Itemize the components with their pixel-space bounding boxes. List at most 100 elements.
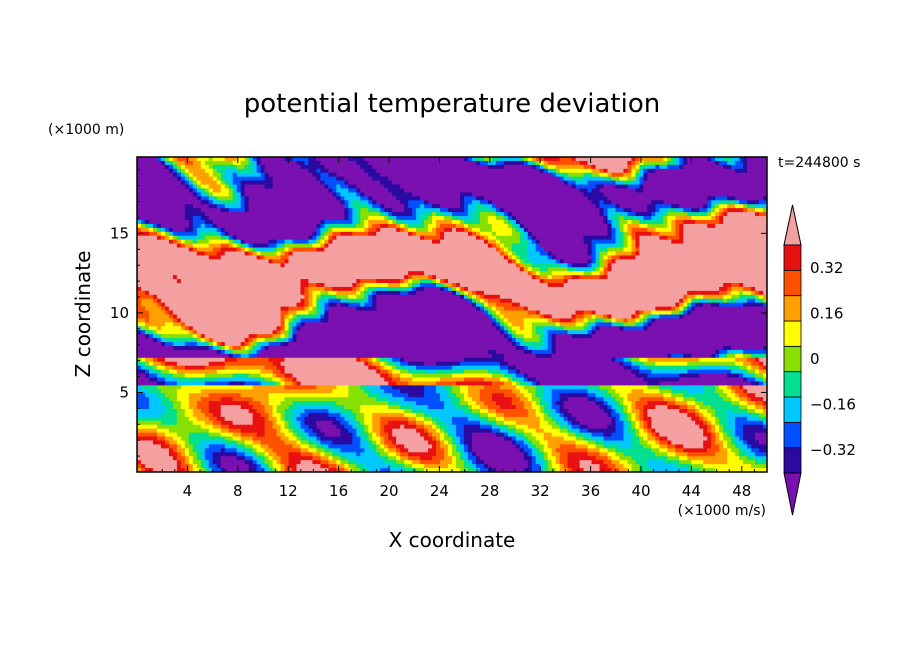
heatmap-cell xyxy=(563,255,569,260)
heatmap-cell xyxy=(555,200,561,205)
heatmap-cell xyxy=(547,216,553,221)
heatmap-cell xyxy=(703,267,708,272)
heatmap-cell xyxy=(607,275,613,280)
heatmap-cell xyxy=(671,164,676,170)
heatmap-cell xyxy=(755,275,760,280)
heatmap-cell xyxy=(384,180,389,186)
heatmap-cell xyxy=(719,263,724,268)
heatmap-cell xyxy=(440,172,445,178)
heatmap-cell xyxy=(220,216,226,221)
heatmap-cell xyxy=(707,164,712,170)
heatmap-cell xyxy=(384,200,389,205)
heatmap-cell xyxy=(280,251,286,257)
heatmap-cell xyxy=(723,192,728,197)
heatmap-cell xyxy=(723,212,728,217)
heatmap-cell xyxy=(172,204,178,209)
heatmap-cell xyxy=(232,259,238,264)
heatmap-cell xyxy=(332,243,337,249)
heatmap-cell xyxy=(284,271,290,276)
heatmap-cell xyxy=(332,172,337,178)
heatmap-cell xyxy=(428,267,433,272)
heatmap-cell xyxy=(567,176,573,182)
heatmap-cell xyxy=(164,212,170,217)
heatmap-cell xyxy=(372,160,377,166)
heatmap-cell xyxy=(623,188,629,194)
heatmap-cell xyxy=(164,239,170,245)
heatmap-cell xyxy=(703,204,708,209)
heatmap-cell xyxy=(619,275,625,280)
heatmap-cell xyxy=(627,223,633,229)
heatmap-cell xyxy=(587,235,593,241)
heatmap-cell xyxy=(208,164,214,170)
heatmap-cell xyxy=(312,164,318,170)
heatmap-cell xyxy=(731,157,736,162)
heatmap-cell xyxy=(635,235,641,241)
heatmap-cell xyxy=(727,227,732,233)
heatmap-cell xyxy=(188,279,194,284)
heatmap-cell xyxy=(655,164,660,170)
heatmap-cell xyxy=(300,251,306,257)
heatmap-cell xyxy=(264,227,270,233)
heatmap-cell xyxy=(463,243,469,249)
heatmap-cell xyxy=(715,176,720,182)
heatmap-cell xyxy=(224,267,230,272)
heatmap-cell xyxy=(364,164,369,170)
heatmap-cell xyxy=(428,204,433,209)
heatmap-cell xyxy=(268,184,274,190)
heatmap-cell xyxy=(156,231,162,237)
heatmap-cell xyxy=(276,279,282,284)
heatmap-cell xyxy=(755,200,760,205)
heatmap-cell xyxy=(320,204,326,209)
heatmap-cell xyxy=(404,176,409,182)
heatmap-cell xyxy=(751,275,756,280)
heatmap-cell xyxy=(404,208,409,213)
heatmap-cell xyxy=(495,263,501,268)
heatmap-cell xyxy=(455,267,461,272)
heatmap-cell xyxy=(196,176,202,182)
heatmap-cell xyxy=(172,172,178,178)
heatmap-cell xyxy=(631,235,637,241)
heatmap-cell xyxy=(463,180,469,186)
heatmap-cell xyxy=(511,227,517,233)
heatmap-cell xyxy=(687,243,692,249)
heatmap-cell xyxy=(647,243,652,249)
heatmap-cell xyxy=(571,267,577,272)
heatmap-cell xyxy=(448,168,453,174)
heatmap-cell xyxy=(467,231,473,237)
heatmap-cell xyxy=(372,235,377,241)
heatmap-cell xyxy=(715,200,720,205)
heatmap-cell xyxy=(424,259,429,264)
heatmap-cell xyxy=(216,235,222,241)
heatmap-cell xyxy=(655,200,660,205)
heatmap-cell xyxy=(412,164,417,170)
heatmap-cell xyxy=(727,164,732,170)
heatmap-cell xyxy=(711,160,716,166)
heatmap-cell xyxy=(599,235,605,241)
heatmap-cell xyxy=(515,223,521,229)
heatmap-cell xyxy=(523,168,529,174)
heatmap-cell xyxy=(611,168,617,174)
heatmap-cell xyxy=(156,172,162,178)
heatmap-cell xyxy=(587,247,593,253)
heatmap-cell xyxy=(432,176,437,182)
heatmap-cell xyxy=(424,263,429,268)
heatmap-cell xyxy=(635,168,641,174)
heatmap-cell xyxy=(428,263,433,268)
heatmap-cell xyxy=(216,200,222,205)
heatmap-cell xyxy=(459,200,465,205)
heatmap-cell xyxy=(384,243,389,249)
heatmap-cell xyxy=(535,247,541,253)
heatmap-cell xyxy=(392,235,397,241)
heatmap-cell xyxy=(467,271,473,276)
heatmap-cell xyxy=(715,243,720,249)
heatmap-cell xyxy=(459,223,465,229)
heatmap-cell xyxy=(148,220,154,225)
heatmap-cell xyxy=(176,164,182,170)
heatmap-cell xyxy=(324,168,329,174)
heatmap-cell xyxy=(188,180,194,186)
heatmap-cell xyxy=(607,160,613,166)
heatmap-cell xyxy=(416,267,421,272)
heatmap-cell xyxy=(260,223,266,229)
heatmap-cell xyxy=(579,160,585,166)
heatmap-cell xyxy=(200,184,206,190)
